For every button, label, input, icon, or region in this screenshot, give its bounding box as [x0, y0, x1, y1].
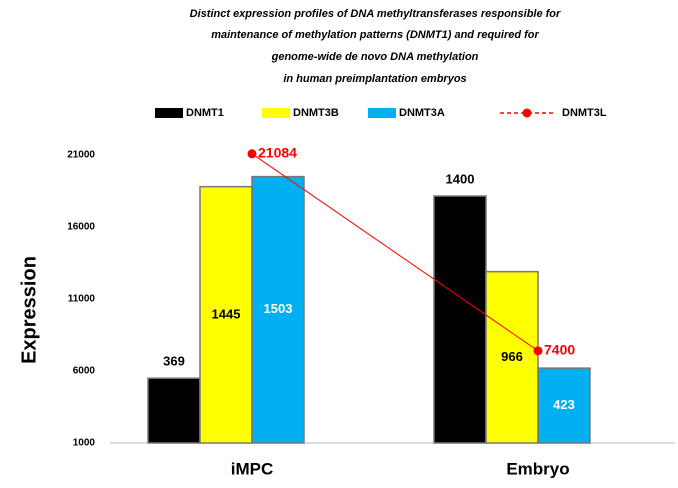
bar — [537, 367, 591, 444]
data-label: 1445 — [212, 306, 241, 321]
chart-title: genome-wide de novo DNA methylation — [271, 51, 479, 63]
point — [533, 346, 543, 356]
legend-label: DNMT3A — [399, 107, 445, 119]
legend-swatch — [368, 108, 396, 118]
data-label: 966 — [501, 349, 523, 364]
chart-title: maintenance of methylation patterns (DNM… — [211, 29, 539, 41]
bar — [485, 270, 539, 444]
bar — [251, 175, 305, 444]
y-tick-label: 11000 — [68, 294, 96, 305]
data-label: 369 — [163, 354, 185, 369]
chart-title: Distinct expression profiles of DNA meth… — [190, 8, 561, 20]
legend-swatch — [155, 108, 183, 118]
legend-label: DNMT3B — [293, 107, 339, 119]
y-tick-label: 1000 — [73, 438, 96, 449]
legend-label: DNMT1 — [186, 107, 224, 119]
y-axis-label: Expression — [18, 256, 40, 364]
legend-swatch — [262, 108, 290, 118]
y-tick-label: 16000 — [67, 222, 95, 233]
data-label: 21084 — [258, 144, 297, 160]
legend-label: DNMT3L — [562, 107, 607, 119]
data-label: 1400 — [446, 171, 475, 186]
data-label: 423 — [553, 397, 575, 412]
data-label: 1503 — [264, 301, 293, 316]
bar — [147, 377, 201, 444]
point — [247, 149, 257, 159]
y-tick-label: 21000 — [67, 150, 95, 161]
chart-title: in human preimplantation embryos — [283, 73, 466, 85]
x-tick-label: iMPC — [231, 459, 274, 478]
x-tick-label: Embryo — [506, 459, 569, 478]
y-tick-label: 6000 — [73, 366, 96, 377]
bar — [433, 195, 487, 444]
line — [251, 153, 539, 352]
legend-marker — [522, 108, 532, 118]
data-label: 7400 — [544, 342, 575, 358]
